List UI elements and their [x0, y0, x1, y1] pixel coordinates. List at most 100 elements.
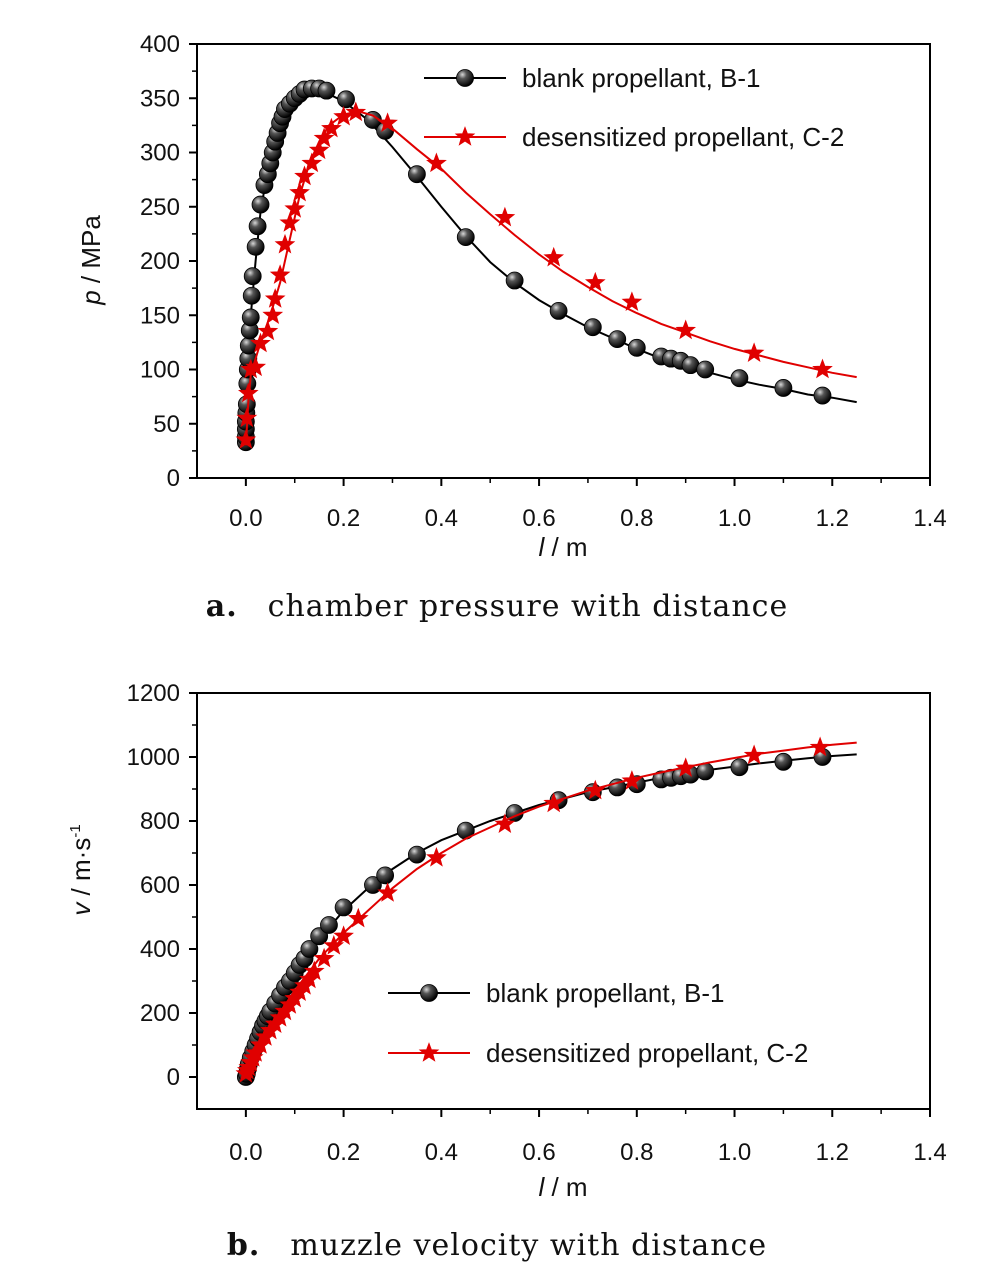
data-point: [262, 304, 284, 324]
data-point: [426, 846, 447, 867]
y-tick-label: 200: [140, 1000, 180, 1027]
series-blank-propellant: [236, 748, 857, 1086]
data-point: [584, 779, 606, 800]
data-point: [813, 386, 832, 405]
data-point: [333, 925, 354, 945]
plot-frame: [196, 692, 931, 1110]
data-point: [730, 758, 749, 777]
data-point: [730, 369, 749, 388]
x-tick-label: 1.2: [816, 505, 849, 532]
data-point: [809, 736, 831, 757]
data-point: [251, 195, 270, 214]
x-tick-label: 0.6: [522, 1139, 555, 1166]
legend-label: desensitized propellant, C-2: [522, 122, 844, 152]
series-line: [244, 110, 857, 446]
caption: a. chamber pressure with distance: [206, 589, 788, 624]
data-point: [494, 813, 516, 833]
data-point: [743, 342, 765, 362]
x-tick-label: 1.0: [718, 1139, 751, 1166]
data-point: [289, 181, 310, 202]
data-point: [301, 152, 323, 173]
data-point: [294, 165, 315, 186]
legend-label: desensitized propellant, C-2: [486, 1038, 808, 1068]
y-tick-label: 0: [167, 465, 180, 492]
data-point: [407, 845, 426, 864]
chart-b: 0.0 0.2 0.4 0.6 0.8 1.0 1.2 1.4 0 200 400 600 800 100…: [66, 680, 947, 1263]
data-point: [243, 267, 262, 286]
x-axis-title: l / m: [538, 1172, 587, 1202]
data-point: [279, 212, 301, 232]
data-point: [264, 288, 286, 308]
data-point: [257, 320, 279, 341]
x-tick-label: 0.4: [425, 1139, 458, 1166]
data-point: [812, 358, 833, 379]
caption: b. muzzle velocity with distance: [227, 1228, 767, 1263]
series-desensitized-propellant: [235, 736, 857, 1083]
data-point: [621, 770, 643, 790]
data-point: [377, 112, 398, 132]
data-point: [543, 792, 565, 813]
data-point: [543, 246, 565, 267]
data-point: [407, 165, 426, 184]
data-point: [347, 907, 369, 928]
data-point: [337, 90, 355, 109]
y-tick-label: 1000: [127, 744, 180, 771]
series-line: [244, 741, 857, 1078]
plot-frame: [196, 43, 931, 479]
y-tick-label: 400: [140, 31, 180, 58]
data-point: [549, 302, 568, 320]
data-point: [675, 757, 697, 777]
data-point: [250, 332, 271, 353]
y-tick-label: 200: [140, 248, 180, 275]
y-tick-label: 600: [140, 872, 180, 899]
data-point: [376, 866, 395, 885]
data-point: [377, 882, 398, 902]
data-point: [313, 947, 335, 968]
x-tick-label: 0.8: [620, 505, 653, 532]
data-point: [317, 81, 336, 100]
x-tick-label: 0.2: [327, 1139, 360, 1166]
y-tick-label: 350: [140, 85, 180, 112]
x-tick-label: 0.8: [620, 1139, 653, 1166]
data-point: [235, 429, 257, 449]
data-point: [584, 271, 606, 292]
data-point: [248, 217, 267, 236]
data-point: [333, 105, 354, 126]
data-point: [237, 382, 259, 403]
data-point: [320, 916, 338, 934]
data-point: [303, 960, 325, 981]
data-point: [245, 356, 267, 377]
x-tick-label: 0.2: [327, 505, 360, 532]
x-tick-label: 0.0: [229, 505, 262, 532]
data-point: [675, 319, 697, 340]
data-point: [242, 286, 261, 305]
legend-marker: [456, 69, 474, 87]
y-tick-label: 1200: [127, 680, 180, 707]
y-tick-label: 100: [140, 357, 180, 384]
x-tick-label: 1.4: [913, 505, 946, 532]
legend-label: blank propellant, B-1: [522, 63, 760, 93]
x-tick-label: 1.0: [718, 505, 751, 532]
x-tick-label: 0.6: [522, 505, 555, 532]
legend: blank propellant, B-1 desensitized propel…: [388, 978, 808, 1068]
data-point: [308, 139, 330, 160]
legend: blank propellant, B-1 desensitized propel…: [424, 63, 844, 152]
data-point: [505, 271, 524, 290]
legend-marker: [418, 1042, 440, 1062]
y-axis-title: p / MPa: [76, 215, 106, 306]
data-point: [583, 318, 602, 337]
x-tick-label: 1.4: [913, 1139, 946, 1166]
data-point: [334, 898, 353, 917]
data-point: [274, 233, 296, 254]
series-desensitized-propellant: [235, 101, 857, 449]
data-point: [345, 101, 367, 122]
chart-a: 0.0 0.2 0.4 0.6 0.8 1.0 1.2 1.4 0 50 100 150 200 250 3…: [76, 31, 947, 624]
x-axis-title: l / m: [538, 532, 587, 562]
legend-marker: [454, 126, 476, 146]
data-point: [300, 940, 319, 958]
y-tick-label: 800: [140, 808, 180, 835]
data-point: [608, 330, 627, 349]
x-tick-label: 0.0: [229, 1139, 262, 1166]
y-axis-title: v / m·s-1: [66, 824, 96, 915]
data-point: [456, 228, 475, 247]
